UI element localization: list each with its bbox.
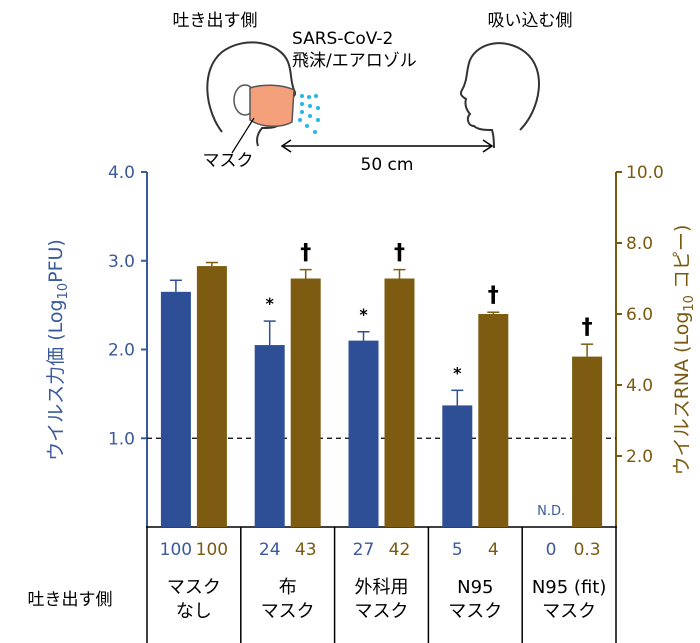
bar	[384, 278, 415, 527]
mask-label: マスク	[203, 151, 254, 171]
significance-marker: †	[582, 315, 593, 340]
y-right-tick-label: 2.0	[626, 447, 653, 467]
illustration: 吐き出す側 吸い込む側 SARS-CoV-2 飛沫/エアロゾル マスク 50 c…	[173, 11, 573, 175]
category-label: マスク	[355, 601, 409, 622]
not-detected-label: N.D.	[537, 504, 565, 519]
y-left-axis-title: ウイルス力価 (Log10PFU)	[45, 239, 71, 461]
y-right-axis-title: ウイルスRNA (Log10 コピー)	[671, 225, 697, 476]
category-label: マスク	[167, 577, 221, 598]
bar	[290, 278, 321, 527]
category-label: マスク	[542, 601, 596, 622]
emitter-head-icon	[206, 41, 297, 147]
category-label: なし	[176, 601, 212, 622]
category-label: N95	[457, 577, 493, 598]
y-left-tick-label: 2.0	[108, 341, 135, 361]
bar	[442, 405, 473, 527]
y-right-ticks: 2.0 4.0 6.0 8.0 10.0	[616, 163, 664, 467]
percent-right-label: 43	[295, 540, 317, 560]
y-right-tick-label: 4.0	[626, 376, 653, 396]
category-label: マスク	[448, 601, 502, 622]
y-left-tick-label: 3.0	[108, 252, 135, 272]
emitter-label: 吐き出す側	[173, 11, 258, 31]
bars: * * * N.D. † † † †	[160, 241, 603, 527]
category-label: 外科用	[355, 577, 409, 598]
aerosol-spray-icon	[298, 94, 320, 134]
percent-right-label: 0.3	[574, 540, 601, 560]
y-right-tick-label: 10.0	[626, 163, 664, 183]
category-label: マスク	[261, 601, 315, 622]
category-label: 布	[279, 577, 297, 598]
bar	[254, 345, 285, 527]
mask-icon	[249, 84, 295, 127]
bar	[196, 266, 227, 527]
virus-label: SARS-CoV-2	[292, 29, 393, 49]
mask-leader-line	[231, 117, 255, 154]
receiver-label: 吸い込む側	[488, 11, 573, 31]
distance-label: 50 cm	[361, 155, 414, 175]
bar	[160, 291, 191, 527]
significance-marker: *	[266, 294, 275, 313]
percent-left-label: 0	[546, 540, 557, 560]
significance-marker: †	[488, 283, 499, 308]
percent-left-label: 100	[160, 540, 192, 560]
y-left-tick-label: 4.0	[108, 163, 135, 183]
significance-marker: *	[453, 363, 462, 382]
percent-left-label: 27	[353, 540, 375, 560]
y-left-ticks: 1.0 2.0 3.0 4.0	[108, 163, 147, 449]
percent-left-label: 24	[259, 540, 281, 560]
significance-marker: *	[359, 305, 368, 324]
y-right-tick-label: 6.0	[626, 305, 653, 325]
significance-marker: †	[394, 241, 405, 266]
category-label: N95 (fit)	[532, 577, 607, 598]
percent-right-label: 42	[389, 540, 411, 560]
percent-right-label: 4	[488, 540, 499, 560]
y-left-tick-label: 1.0	[108, 429, 135, 449]
row-label: 吐き出す側	[28, 590, 113, 610]
y-right-tick-label: 8.0	[626, 234, 653, 254]
percent-left-label: 5	[452, 540, 463, 560]
percent-right-label: 100	[196, 540, 228, 560]
receiver-head-icon	[459, 42, 540, 149]
virus-sublabel: 飛沫/エアロゾル	[292, 51, 417, 71]
bar	[478, 314, 509, 527]
bar	[348, 340, 379, 527]
significance-marker: †	[300, 241, 311, 266]
bar	[572, 356, 603, 527]
